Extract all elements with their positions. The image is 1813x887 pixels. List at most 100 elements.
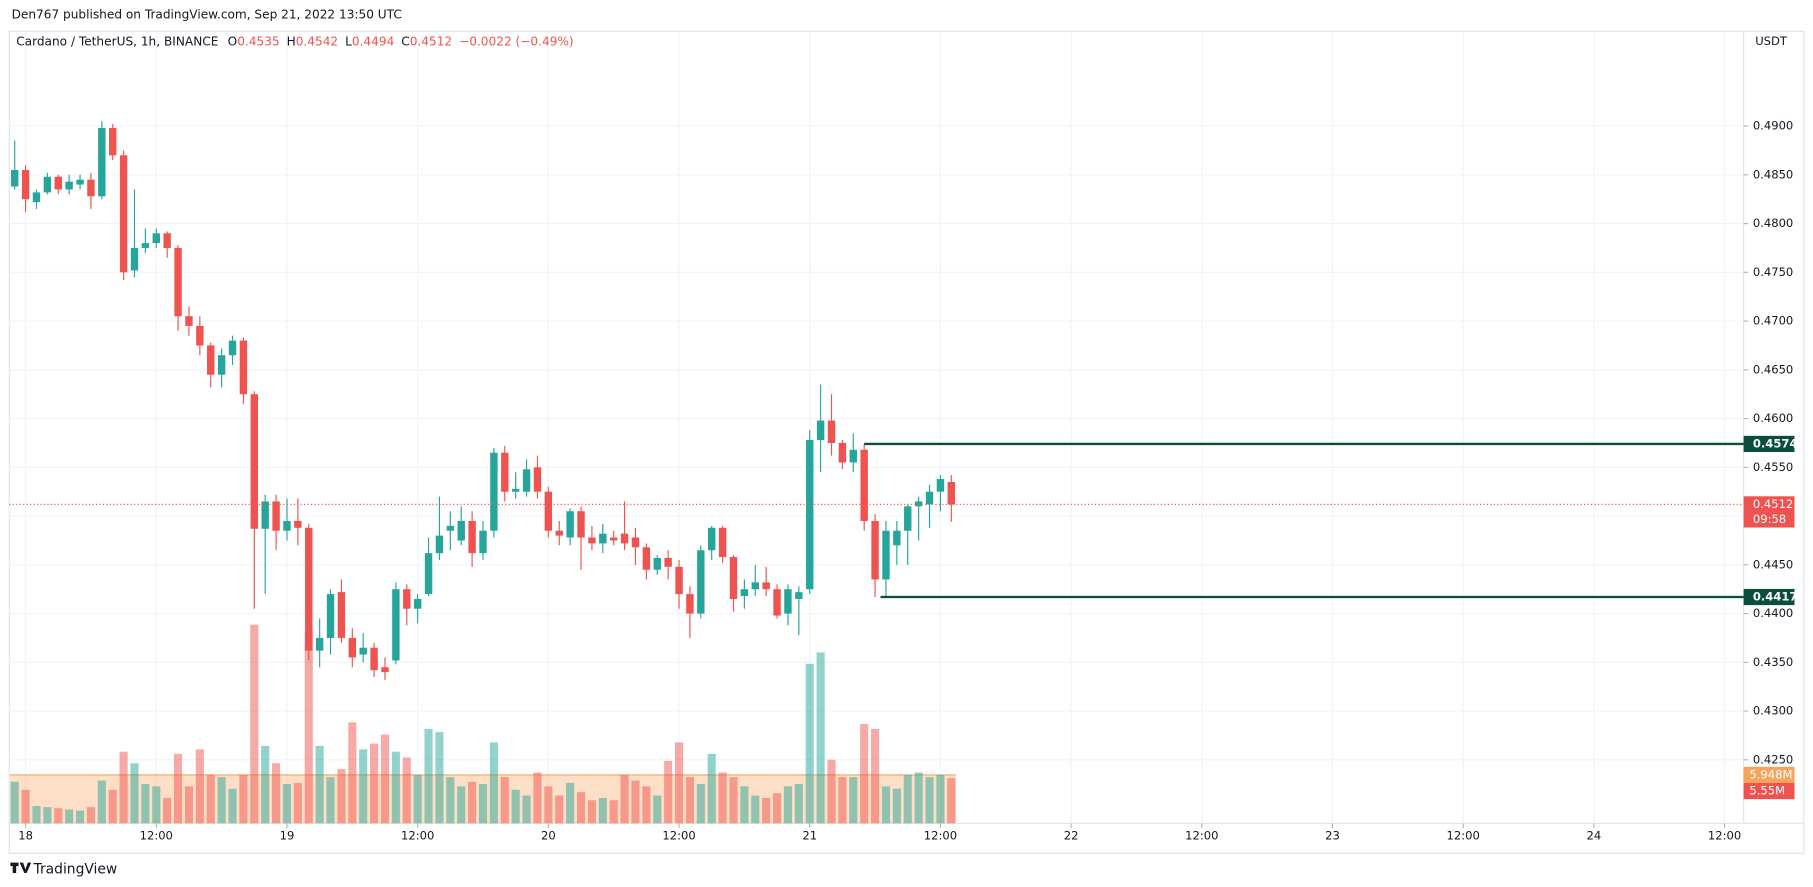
volume-bar: [783, 786, 792, 824]
x-tick-label: 22: [1064, 829, 1079, 843]
candle-body: [697, 550, 705, 614]
candle-body: [893, 530, 901, 546]
candle-body: [642, 547, 651, 570]
volume-bar: [43, 807, 52, 824]
volume-bar: [261, 745, 270, 824]
x-tick-label: 18: [18, 829, 33, 843]
x-tick-label: 12:00: [662, 829, 695, 843]
volume-bar: [762, 797, 771, 824]
candle-body: [718, 527, 727, 558]
volume-bar: [272, 763, 281, 824]
candle-body: [294, 520, 302, 528]
volume-bar: [794, 784, 803, 824]
volume-bar: [511, 789, 520, 824]
volume-label-box: [1743, 783, 1795, 800]
volume-bar: [86, 807, 95, 824]
candle-body: [511, 488, 520, 492]
candle-body: [479, 530, 487, 554]
candle-body: [566, 511, 574, 538]
candle-body: [163, 233, 171, 248]
candle-body: [751, 582, 759, 590]
x-tick-label: 12:00: [401, 829, 434, 843]
volume-bar: [620, 774, 629, 824]
volume-bar: [195, 749, 204, 824]
candle-body: [729, 557, 738, 599]
y-tick-label: 0.4800: [1753, 216, 1793, 230]
volume-bar: [315, 745, 324, 824]
y-tick-label: 0.4700: [1753, 314, 1793, 328]
candle-body: [588, 537, 596, 544]
volume-bar: [609, 800, 618, 824]
volume-bar: [871, 728, 880, 824]
legend-text: Cardano / TetherUS, 1h, BINANCE O0.4535 H0…: [16, 34, 573, 48]
level-box: [1743, 435, 1795, 453]
volume-bar: [881, 786, 891, 824]
candle-body: [272, 501, 280, 531]
volume-bar: [664, 760, 673, 824]
current-price-label: 0.4512: [1753, 497, 1793, 511]
candle-body: [250, 394, 258, 529]
candle-body: [65, 181, 73, 190]
candle-body: [795, 592, 803, 599]
volume-bar: [827, 759, 836, 824]
candle-body: [631, 537, 640, 548]
volume-bar: [54, 808, 63, 824]
candle-body: [370, 647, 378, 671]
candle-body: [87, 179, 95, 197]
level-label: 0.4574: [1753, 436, 1798, 450]
candle-body: [762, 582, 770, 590]
volume-bar: [533, 772, 542, 824]
volume-bar: [239, 774, 248, 824]
candle-body: [577, 511, 585, 538]
volume-bar: [685, 777, 694, 824]
volume-bar: [816, 652, 825, 824]
volume-bar: [587, 800, 596, 824]
y-tick-label: 0.4400: [1753, 606, 1793, 620]
candle-body: [141, 243, 150, 248]
candle-body: [686, 594, 694, 614]
candle-body: [555, 530, 563, 536]
x-tick-label: 12:00: [1185, 829, 1218, 843]
candle-body: [196, 325, 204, 346]
volume-bar: [566, 782, 575, 824]
volume-bar: [370, 743, 379, 824]
volume-bar: [152, 786, 161, 824]
y-tick-label: 0.4750: [1753, 265, 1793, 279]
candle-body: [130, 247, 139, 271]
candle-body: [708, 527, 716, 551]
candle-body: [664, 558, 672, 567]
legend-value: 0.4494: [352, 34, 395, 48]
candle-body: [403, 589, 411, 609]
volume-bar: [348, 722, 357, 824]
volume-bar: [282, 784, 292, 824]
legend-value: 0.4535: [237, 34, 279, 48]
candle-body: [773, 589, 781, 616]
candle-body: [490, 452, 498, 531]
candle-body: [544, 491, 553, 531]
volume-bar: [424, 728, 433, 824]
plot: [9, 121, 1744, 824]
y-tick-label: 0.4450: [1753, 557, 1793, 571]
candle-body: [947, 481, 956, 505]
volume-bar: [718, 772, 727, 824]
candle-body: [392, 589, 400, 661]
x-tick-label: 19: [280, 829, 295, 843]
candle-body: [838, 442, 847, 463]
volume-bar: [65, 809, 74, 824]
current-price-box: [1743, 496, 1795, 528]
volume-bar: [729, 777, 738, 824]
candle-body: [207, 345, 215, 375]
volume-bar: [97, 780, 106, 824]
volume-bar: [489, 742, 498, 824]
currency: USDT: [1755, 34, 1788, 48]
y-tick-label: 0.4900: [1753, 119, 1793, 133]
volume-bar: [544, 786, 553, 824]
volume-bar: [468, 781, 477, 824]
candle-body: [76, 179, 84, 185]
volume-bar: [936, 774, 945, 824]
volume-bar: [228, 788, 237, 824]
volume-bar: [206, 774, 215, 824]
candle-body: [653, 558, 661, 570]
candle-body: [675, 566, 683, 595]
legend-change: −0.0022 (−0.49%): [459, 34, 574, 48]
